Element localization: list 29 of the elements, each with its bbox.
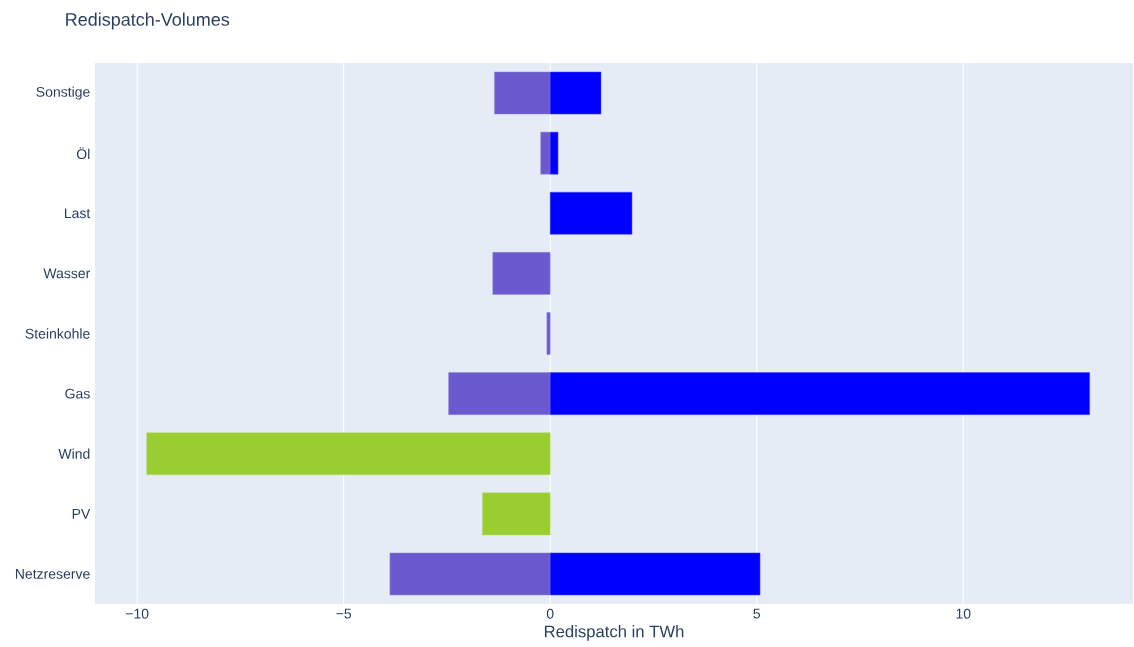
x-tick-label: −5 [336, 608, 352, 619]
bar [549, 131, 559, 175]
bar [494, 71, 551, 115]
bar [482, 492, 551, 536]
x-tick-label: 0 [546, 608, 554, 619]
y-tick-label: Last [64, 208, 91, 219]
bar [549, 71, 602, 115]
y-tick-label: Wasser [43, 268, 91, 279]
bar [492, 252, 551, 295]
x-axis-title: Redispatch in TWh [544, 625, 684, 641]
bar [549, 372, 1090, 415]
x-tick-label: −10 [125, 608, 149, 619]
y-tick-label: Sonstige [36, 86, 90, 100]
bar [389, 552, 551, 596]
y-tick-label: Steinkohle [25, 328, 90, 339]
y-tick-label: Wind [58, 448, 90, 459]
bar [546, 312, 551, 355]
y-tick-label: Öl [76, 147, 90, 160]
bar [549, 191, 633, 235]
y-tick-label: PV [72, 509, 91, 519]
bar [146, 432, 551, 476]
x-tick-label: 5 [753, 608, 761, 619]
bar [448, 372, 551, 415]
bar [540, 131, 551, 175]
bar [549, 552, 761, 596]
x-tick-label: 10 [956, 608, 971, 619]
chart-title: Redispatch-Volumes [66, 12, 230, 30]
y-tick-label: Gas [65, 388, 90, 399]
y-tick-label: Netzreserve [15, 569, 90, 579]
